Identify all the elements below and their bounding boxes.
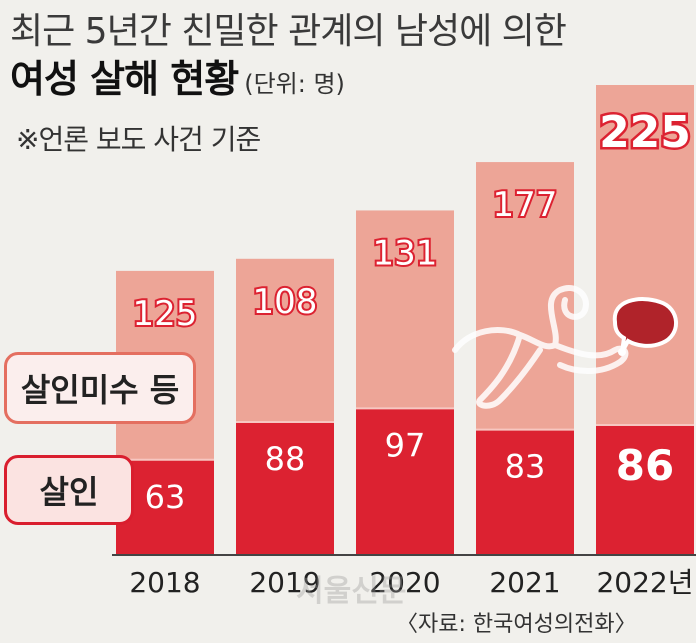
legend-attempt: 살인미수 등: [4, 352, 196, 424]
speech-bubble-icon: [612, 297, 678, 356]
value-label-attempt: 177: [493, 185, 558, 225]
value-label-murder: 97: [385, 426, 426, 464]
bar-attempt-2020: [356, 210, 454, 409]
value-label-murder: 83: [505, 448, 546, 486]
speech-bubble-dot: [618, 348, 626, 356]
x-tick-label: 2020: [369, 566, 440, 599]
chart-title-line2: 여성 살해 현황 (단위: 명): [10, 48, 345, 103]
source-note: 〈자료: 한국여성의전화〉: [396, 612, 637, 637]
bar-murder-2020: [356, 408, 454, 555]
value-label-murder: 86: [616, 441, 674, 490]
unit-label: (단위: 명): [244, 70, 345, 98]
speech-bubble-shape: [612, 297, 678, 353]
watermark: 서울신문: [296, 574, 407, 609]
bar-murder-2022년: [596, 425, 694, 555]
value-label-attempt: 131: [373, 233, 438, 273]
body-outline-path: [452, 285, 589, 353]
chart-title-line1: 최근 5년간 친밀한 관계의 남성에 의한: [10, 11, 567, 52]
chart-title-main: 여성 살해 현황: [10, 57, 239, 101]
x-tick-label: 2019: [249, 566, 320, 599]
bar-murder-2021: [476, 429, 574, 555]
x-tick-label: 2022년: [596, 566, 693, 599]
chart-note: ※언론 보도 사건 기준: [16, 123, 261, 156]
value-label-attempt: 108: [253, 282, 318, 322]
body-outline-arm: [476, 332, 543, 409]
value-label-murder: 63: [145, 478, 186, 516]
value-label-attempt: 225: [599, 107, 691, 158]
bar-attempt-2019: [236, 258, 334, 423]
legend-murder: 살인: [4, 455, 134, 525]
bar-murder-2019: [236, 422, 334, 555]
value-label-murder: 88: [265, 440, 306, 478]
x-tick-label: 2018: [129, 566, 200, 599]
x-tick-label: 2021: [489, 566, 560, 599]
value-label-attempt: 125: [133, 294, 198, 334]
